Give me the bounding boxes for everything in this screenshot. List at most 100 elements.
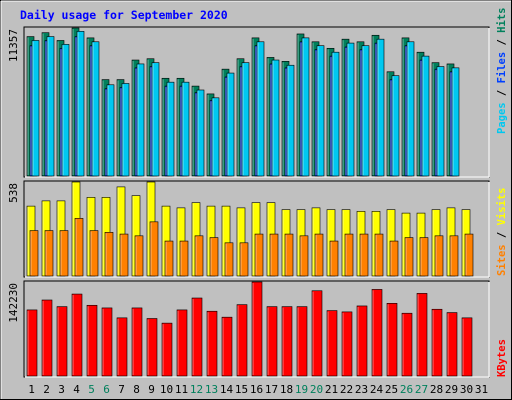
- kbytes-bar: [326, 310, 338, 377]
- day-label: 20: [310, 383, 323, 396]
- legend-separator: /: [496, 33, 508, 52]
- sites-bar: [194, 235, 204, 277]
- legend-visits: Visits: [496, 187, 508, 225]
- pages-bar: [316, 45, 325, 177]
- sites-bar: [254, 233, 264, 277]
- pages-bar: [211, 97, 220, 177]
- kbytes-bar: [251, 281, 263, 377]
- pages-bar: [436, 66, 445, 177]
- pages-bar: [61, 44, 70, 177]
- pages-bar: [421, 55, 430, 177]
- pages-bar: [271, 59, 280, 177]
- kbytes-bar: [176, 309, 188, 377]
- kbytes-bar: [341, 311, 353, 377]
- panel-max-label: 142230: [7, 283, 20, 323]
- kbytes-bar: [161, 322, 173, 377]
- legend-separator: /: [496, 225, 508, 244]
- sites-bar: [74, 218, 84, 277]
- panel-legend: KBytes: [496, 339, 508, 377]
- sites-bar: [359, 233, 369, 277]
- pages-bar: [136, 63, 145, 177]
- kbytes-bar: [371, 289, 383, 377]
- sites-bar: [419, 237, 429, 277]
- day-label: 11: [175, 383, 188, 396]
- panel-max-label: 11357: [7, 29, 20, 62]
- kbytes-bar: [296, 306, 308, 377]
- kbytes-bar: [221, 316, 233, 377]
- kbytes-bar: [206, 310, 218, 377]
- pages-bar: [91, 41, 100, 177]
- pages-bar: [31, 40, 40, 177]
- sites-bar: [464, 233, 474, 277]
- kbytes-bar: [191, 297, 203, 377]
- day-label: 4: [73, 383, 80, 396]
- day-label: 7: [118, 383, 125, 396]
- sites-bar: [344, 233, 354, 277]
- pages-bar: [46, 36, 55, 177]
- sites-bar: [449, 235, 459, 277]
- kbytes-bar: [401, 312, 413, 377]
- day-label: 23: [355, 383, 368, 396]
- day-label: 27: [415, 383, 428, 396]
- day-label: 6: [103, 383, 110, 396]
- pages-bar: [376, 38, 385, 177]
- pages-bar: [241, 62, 250, 177]
- sites-bar: [329, 240, 339, 277]
- kbytes-bar: [446, 312, 458, 377]
- pages-bar: [151, 62, 160, 177]
- sites-bar: [89, 230, 99, 277]
- sites-bar: [149, 221, 159, 277]
- sites-bar: [284, 233, 294, 277]
- pages-bar: [451, 67, 460, 177]
- pages-bar: [181, 81, 190, 177]
- kbytes-bar: [266, 306, 278, 377]
- kbytes-bar: [71, 293, 83, 377]
- sites-bar: [239, 242, 249, 277]
- pages-bar: [256, 41, 265, 177]
- kbytes-bar: [26, 309, 38, 377]
- day-label: 30: [460, 383, 473, 396]
- kbytes-bar: [236, 304, 248, 377]
- panel-2: [23, 180, 490, 278]
- day-label: 9: [148, 383, 155, 396]
- pages-bar: [301, 37, 310, 177]
- kbytes-bar: [416, 293, 428, 377]
- kbytes-bar: [386, 303, 398, 377]
- legend-hits: Hits: [496, 8, 508, 33]
- day-label: 13: [205, 383, 218, 396]
- kbytes-bar: [431, 308, 443, 377]
- sites-bar: [164, 240, 174, 277]
- day-label: 28: [430, 383, 443, 396]
- legend-pages: Pages: [496, 102, 508, 134]
- sites-bar: [29, 230, 39, 277]
- sites-bar: [389, 240, 399, 277]
- kbytes-bar: [101, 307, 113, 377]
- kbytes-bar: [56, 306, 68, 377]
- sites-bar: [179, 240, 189, 277]
- sites-bar: [269, 233, 279, 277]
- pages-bar: [406, 41, 415, 177]
- sites-bar: [374, 233, 384, 277]
- panel-legend: Pages / Files / Hits: [496, 8, 508, 134]
- chart-title: Daily usage for September 2020: [20, 8, 228, 22]
- pages-bar: [226, 72, 235, 177]
- kbytes-bar: [131, 307, 143, 377]
- sites-bar: [104, 232, 114, 277]
- kbytes-bar: [86, 304, 98, 377]
- panel-1: [23, 26, 490, 178]
- legend-separator: /: [496, 83, 508, 102]
- kbytes-bar: [281, 306, 293, 377]
- sites-bar: [134, 235, 144, 277]
- kbytes-bar: [356, 305, 368, 377]
- day-label: 24: [370, 383, 384, 396]
- day-label: 22: [340, 383, 353, 396]
- pages-bar: [331, 51, 340, 177]
- day-label: 21: [325, 383, 338, 396]
- pages-bar: [391, 75, 400, 177]
- day-label: 17: [265, 383, 278, 396]
- sites-bar: [404, 237, 414, 277]
- pages-bar: [361, 45, 370, 177]
- day-label: 12: [190, 383, 203, 396]
